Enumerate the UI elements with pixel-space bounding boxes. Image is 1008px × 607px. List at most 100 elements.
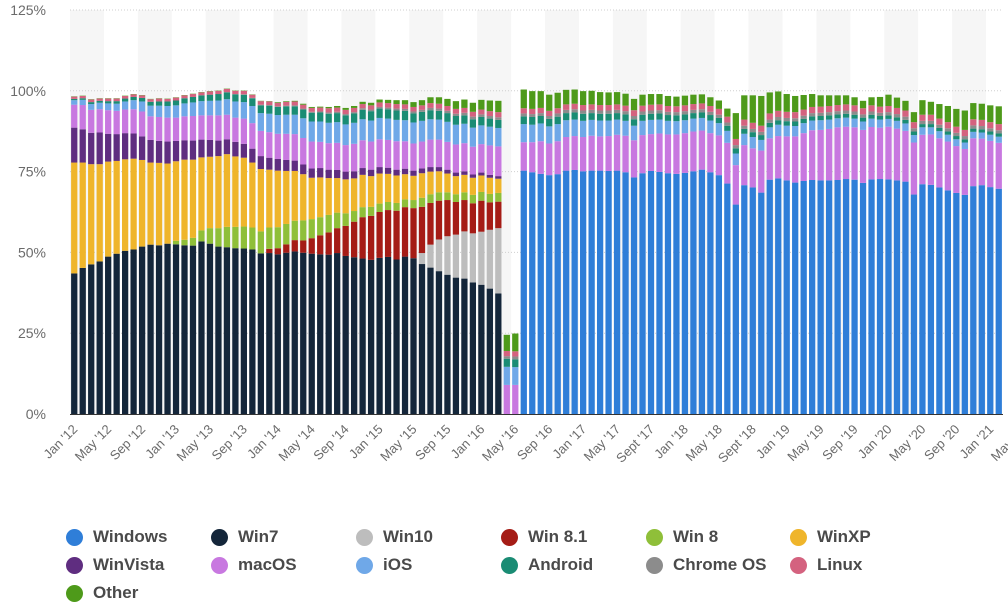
bar-segment-win-8-1[interactable] xyxy=(393,210,400,260)
bar-segment-macos[interactable] xyxy=(529,142,536,173)
legend-item-chrome-os[interactable]: Chrome OS xyxy=(646,555,767,575)
bar-segment-ios[interactable] xyxy=(376,117,383,140)
bar-segment-other[interactable] xyxy=(563,89,570,105)
bar-segment-ios[interactable] xyxy=(919,127,926,135)
bar-segment-windows[interactable] xyxy=(987,187,994,414)
bar-segment-winvista[interactable] xyxy=(384,167,392,174)
bar-segment-winvista[interactable] xyxy=(334,169,341,179)
bar-segment-chrome-os[interactable] xyxy=(639,111,646,115)
bar-segment-linux[interactable] xyxy=(138,95,146,98)
bar-segment-win-8-1[interactable] xyxy=(291,240,298,252)
bar-segment-macos[interactable] xyxy=(359,140,366,169)
bar-segment-win7[interactable] xyxy=(189,245,197,414)
bar-segment-macos[interactable] xyxy=(698,130,706,170)
bar-segment-android[interactable] xyxy=(401,110,409,121)
bar-segment-android[interactable] xyxy=(698,112,706,118)
bar-segment-chrome-os[interactable] xyxy=(342,114,349,116)
bar-segment-other[interactable] xyxy=(291,100,298,102)
bar-segment-chrome-os[interactable] xyxy=(325,112,332,114)
bar-segment-ios[interactable] xyxy=(172,105,180,118)
bar-segment-other[interactable] xyxy=(961,110,968,130)
bar-segment-ios[interactable] xyxy=(495,127,502,147)
bar-segment-macos[interactable] xyxy=(630,140,638,178)
bar-segment-ios[interactable] xyxy=(189,102,197,117)
bar-segment-chrome-os[interactable] xyxy=(410,111,417,114)
bar-segment-windows[interactable] xyxy=(732,204,739,414)
bar-segment-winvista[interactable] xyxy=(342,171,349,180)
bar-segment-macos[interactable] xyxy=(995,142,1002,189)
bar-segment-android[interactable] xyxy=(486,118,493,127)
bar-segment-other[interactable] xyxy=(893,97,901,108)
bar-segment-ios[interactable] xyxy=(181,103,188,117)
bar-segment-other[interactable] xyxy=(325,106,332,109)
bar-segment-win-8-1[interactable] xyxy=(334,228,341,254)
bar-segment-macos[interactable] xyxy=(435,139,443,168)
bar-segment-chrome-os[interactable] xyxy=(978,126,985,130)
bar-segment-ios[interactable] xyxy=(274,115,281,134)
bar-segment-winxp[interactable] xyxy=(164,163,171,244)
bar-segment-linux[interactable] xyxy=(240,90,248,95)
bar-segment-android[interactable] xyxy=(834,114,841,119)
bar-segment-linux[interactable] xyxy=(257,101,264,105)
bar-segment-chrome-os[interactable] xyxy=(486,116,493,119)
bar-segment-winxp[interactable] xyxy=(469,177,477,195)
bar-segment-ios[interactable] xyxy=(546,126,553,144)
bar-segment-macos[interactable] xyxy=(970,138,977,187)
bar-segment-other[interactable] xyxy=(809,94,816,107)
bar-segment-win-8[interactable] xyxy=(317,217,324,236)
bar-segment-linux[interactable] xyxy=(215,90,222,95)
bar-segment-winxp[interactable] xyxy=(351,178,358,212)
bar-segment-win10[interactable] xyxy=(452,234,460,278)
bar-segment-macos[interactable] xyxy=(859,129,867,183)
bar-segment-other[interactable] xyxy=(970,103,977,120)
bar-segment-win7[interactable] xyxy=(418,264,426,414)
bar-segment-windows[interactable] xyxy=(953,192,960,414)
bar-segment-macos[interactable] xyxy=(367,141,375,170)
bar-segment-macos[interactable] xyxy=(766,138,773,180)
bar-segment-windows[interactable] xyxy=(902,181,909,414)
bar-segment-linux[interactable] xyxy=(673,106,680,113)
bar-segment-chrome-os[interactable] xyxy=(317,111,324,113)
bar-segment-android[interactable] xyxy=(809,116,816,121)
bar-segment-macos[interactable] xyxy=(639,135,646,174)
bar-segment-linux[interactable] xyxy=(732,138,739,146)
bar-segment-chrome-os[interactable] xyxy=(817,112,824,117)
bar-segment-win-8-1[interactable] xyxy=(418,206,426,254)
bar-segment-ios[interactable] xyxy=(121,101,129,110)
bar-segment-chrome-os[interactable] xyxy=(520,113,527,117)
bar-segment-android[interactable] xyxy=(978,129,985,133)
bar-segment-ios[interactable] xyxy=(520,124,527,143)
bar-segment-macos[interactable] xyxy=(546,143,553,176)
bar-segment-windows[interactable] xyxy=(554,174,561,414)
bar-segment-macos[interactable] xyxy=(656,133,663,172)
bar-segment-ios[interactable] xyxy=(987,134,994,141)
bar-segment-android[interactable] xyxy=(783,121,790,126)
bar-segment-chrome-os[interactable] xyxy=(834,111,841,115)
bar-segment-ios[interactable] xyxy=(851,118,858,128)
bar-segment-chrome-os[interactable] xyxy=(775,116,782,121)
bar-segment-win7[interactable] xyxy=(198,241,205,414)
bar-segment-ios[interactable] xyxy=(902,123,909,131)
bar-segment-winvista[interactable] xyxy=(325,169,332,179)
bar-segment-windows[interactable] xyxy=(724,183,731,414)
bar-segment-macos[interactable] xyxy=(155,116,163,141)
bar-segment-android[interactable] xyxy=(130,96,137,101)
bar-segment-linux[interactable] xyxy=(970,119,977,126)
bar-segment-win-8-1[interactable] xyxy=(427,202,434,245)
bar-segment-macos[interactable] xyxy=(206,115,214,140)
bar-segment-win7[interactable] xyxy=(71,273,78,414)
bar-segment-android[interactable] xyxy=(707,115,714,121)
bar-segment-chrome-os[interactable] xyxy=(656,110,663,114)
bar-segment-win-8-1[interactable] xyxy=(376,212,383,258)
bar-segment-ios[interactable] xyxy=(308,121,315,142)
bar-segment-win-8[interactable] xyxy=(469,194,477,204)
bar-segment-macos[interactable] xyxy=(172,117,180,141)
bar-segment-win-8-1[interactable] xyxy=(384,210,392,257)
bar-segment-ios[interactable] xyxy=(588,119,595,136)
bar-segment-other[interactable] xyxy=(647,94,655,105)
bar-segment-ios[interactable] xyxy=(639,120,646,136)
bar-segment-other[interactable] xyxy=(800,95,807,110)
bar-segment-win7[interactable] xyxy=(334,253,341,414)
bar-segment-winvista[interactable] xyxy=(257,156,264,170)
bar-segment-other[interactable] xyxy=(605,92,612,106)
